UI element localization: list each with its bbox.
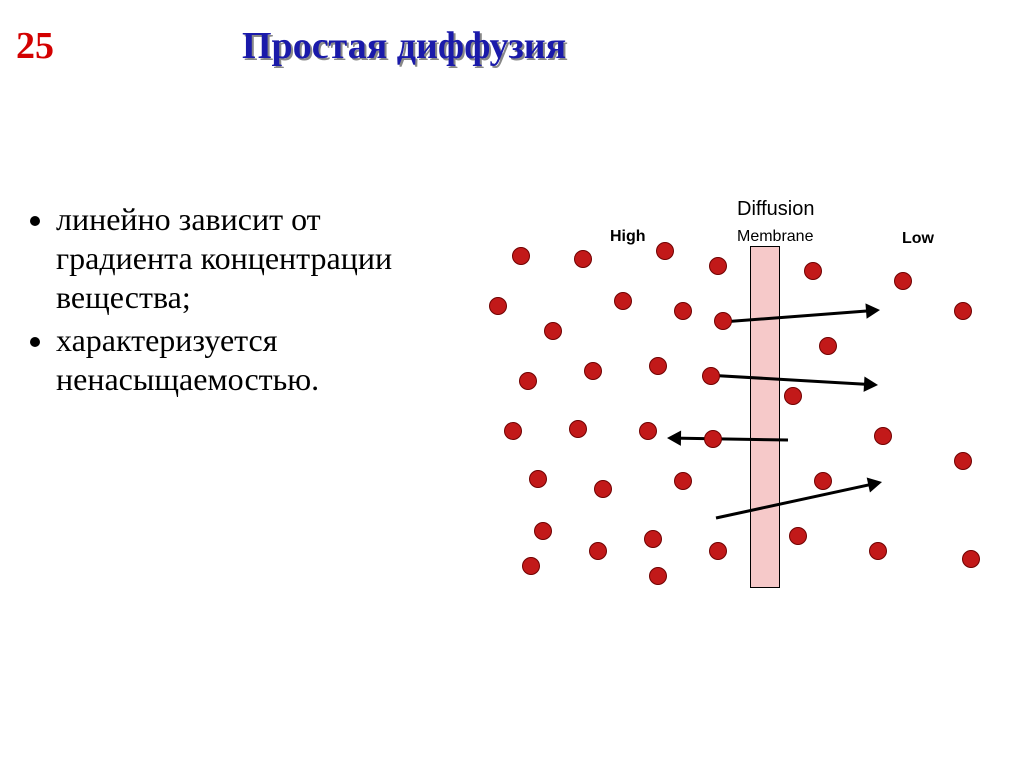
slide-title: Простая диффузия (242, 24, 566, 68)
arrowhead-icon (867, 477, 882, 492)
particle-dot (534, 522, 552, 540)
particle-dot (519, 372, 537, 390)
particle-dot (962, 550, 980, 568)
particle-dot (544, 322, 562, 340)
slide: { "page_number": { "text": "25", "color"… (0, 0, 1024, 767)
particle-dot (504, 422, 522, 440)
particle-dot (656, 242, 674, 260)
particle-dot (644, 530, 662, 548)
particle-dot (709, 257, 727, 275)
diffusion-arrow (675, 438, 788, 440)
arrowhead-icon (667, 431, 681, 446)
bullet-ul: линейно зависит от градиента концентраци… (24, 200, 464, 399)
particle-dot (814, 472, 832, 490)
diffusion-diagram: High Diffusion Membrane Low (482, 180, 1002, 600)
arrowhead-icon (865, 303, 880, 318)
particle-dot (522, 557, 540, 575)
particle-dot (639, 422, 657, 440)
particle-dot (702, 367, 720, 385)
slide-title-text: Простая диффузия (242, 25, 566, 67)
particle-dot (789, 527, 807, 545)
particle-dot (674, 472, 692, 490)
particle-dot (704, 430, 722, 448)
particle-dot (529, 470, 547, 488)
particle-dot (804, 262, 822, 280)
particle-dot (709, 542, 727, 560)
particle-dot (954, 302, 972, 320)
particle-dot (594, 480, 612, 498)
particle-dot (784, 387, 802, 405)
diffusion-arrow (722, 311, 872, 322)
particle-dot (649, 567, 667, 585)
particle-dot (954, 452, 972, 470)
particle-dot (574, 250, 592, 268)
diffusion-arrow (706, 375, 870, 385)
particle-dot (584, 362, 602, 380)
particle-dot (869, 542, 887, 560)
particle-dot (614, 292, 632, 310)
bullet-item: линейно зависит от градиента концентраци… (56, 200, 464, 317)
particle-dot (894, 272, 912, 290)
particle-dot (512, 247, 530, 265)
bullet-item: характеризуется ненасыщаемостью. (56, 321, 464, 399)
particle-dot (674, 302, 692, 320)
page-number-text: 25 (16, 25, 54, 67)
diffusion-arrow (716, 484, 874, 518)
particle-dot (489, 297, 507, 315)
particle-dot (569, 420, 587, 438)
particle-dot (819, 337, 837, 355)
particle-dot (649, 357, 667, 375)
arrowhead-icon (864, 377, 878, 392)
bullet-list: линейно зависит от градиента концентраци… (24, 200, 464, 403)
particle-dot (714, 312, 732, 330)
particle-dot (589, 542, 607, 560)
particle-dot (874, 427, 892, 445)
page-number: 25 (16, 24, 54, 68)
arrows-layer (482, 180, 1002, 600)
